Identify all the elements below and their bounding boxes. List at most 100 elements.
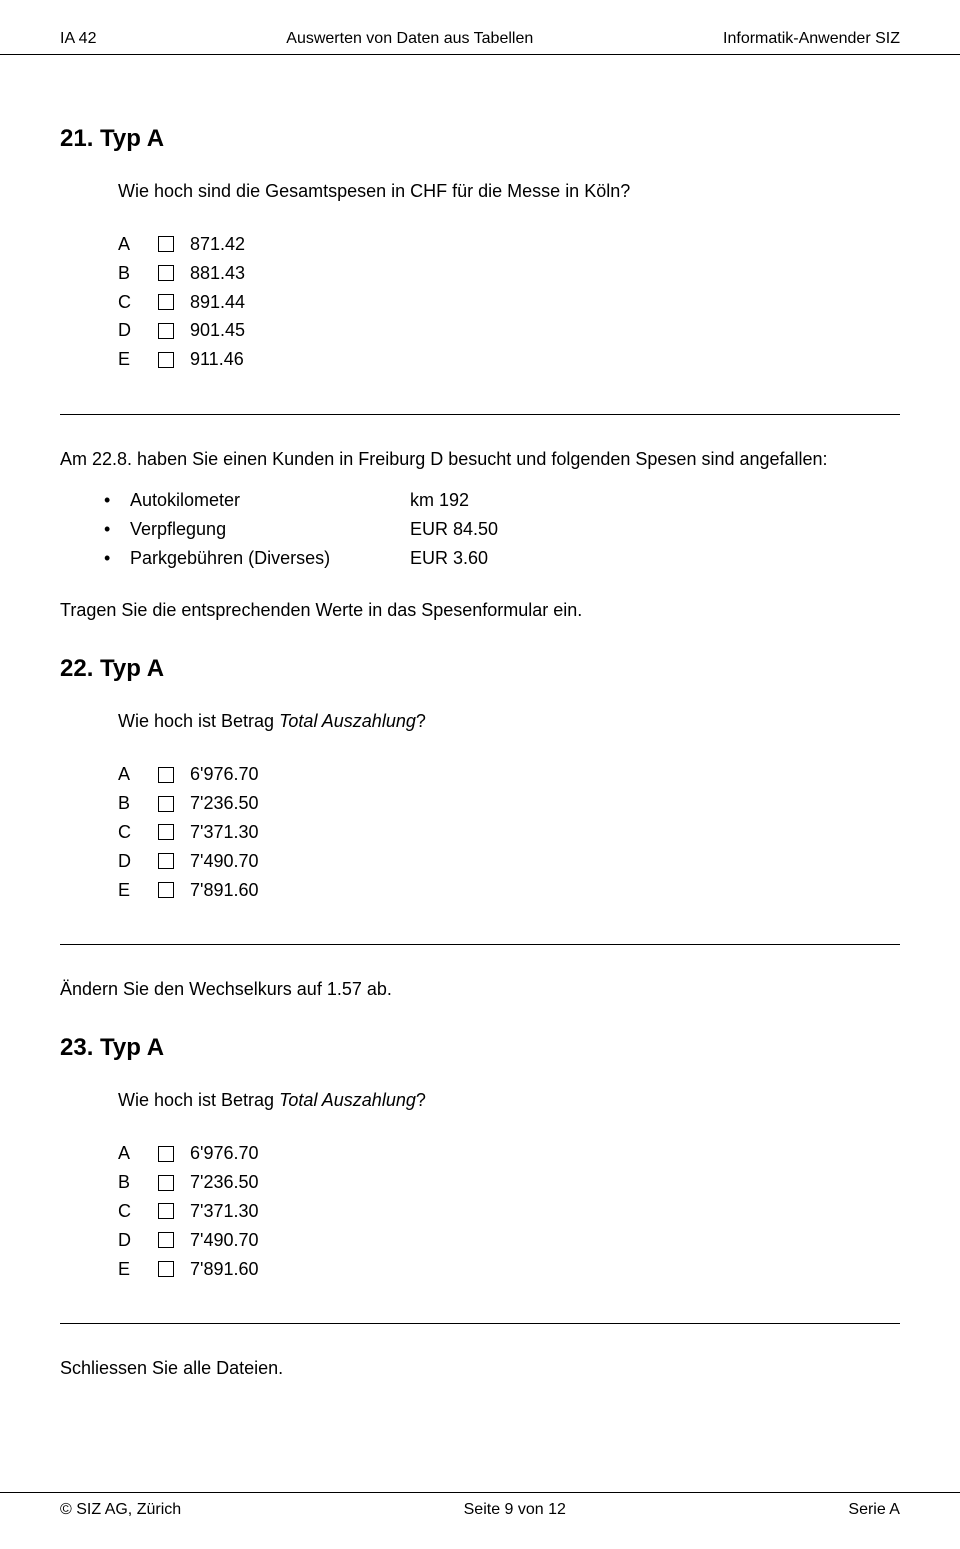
option-letter: B [118,259,158,288]
q22-text-italic: Total Auszahlung [279,711,416,731]
option-value: 7'891.60 [190,876,259,905]
option-row: B 7'236.50 [118,1168,900,1197]
option-value: 6'976.70 [190,760,259,789]
checkbox-icon[interactable] [158,1232,174,1248]
option-letter: E [118,1255,158,1284]
checkbox-icon[interactable] [158,1203,174,1219]
option-value: 7'490.70 [190,1226,259,1255]
option-value: 901.45 [190,316,245,345]
option-row: B 7'236.50 [118,789,900,818]
option-row: E 7'891.60 [118,876,900,905]
bullet-value: EUR 84.50 [410,515,498,544]
instr2-text: Ändern Sie den Wechselkurs auf 1.57 ab. [60,979,900,1000]
option-letter: C [118,818,158,847]
page-header: IA 42 Auswerten von Daten aus Tabellen I… [0,0,960,55]
footer-right: Serie A [848,1501,900,1519]
option-value: 7'371.30 [190,818,259,847]
header-center: Auswerten von Daten aus Tabellen [286,30,533,48]
instr3-text: Schliessen Sie alle Dateien. [60,1358,900,1379]
page-content: 21. Typ A Wie hoch sind die Gesamtspesen… [0,55,960,1379]
option-value: 7'236.50 [190,1168,259,1197]
header-left: IA 42 [60,30,96,48]
option-value: 7'371.30 [190,1197,259,1226]
footer-left: © SIZ AG, Zürich [60,1501,181,1519]
option-row: C 7'371.30 [118,1197,900,1226]
checkbox-icon[interactable] [158,1146,174,1162]
instr1-outro: Tragen Sie die entsprechenden Werte in d… [60,600,900,621]
checkbox-icon[interactable] [158,265,174,281]
checkbox-icon[interactable] [158,1261,174,1277]
checkbox-icon[interactable] [158,294,174,310]
option-value: 7'490.70 [190,847,259,876]
q21-text: Wie hoch sind die Gesamtspesen in CHF fü… [118,181,900,202]
option-letter: E [118,345,158,374]
section-divider [60,414,900,415]
option-letter: A [118,1139,158,1168]
q22-text-prefix: Wie hoch ist Betrag [118,711,279,731]
footer-center: Seite 9 von 12 [464,1501,566,1519]
option-row: A 6'976.70 [118,1139,900,1168]
bullet-icon: • [104,544,130,573]
option-row: E 7'891.60 [118,1255,900,1284]
option-letter: D [118,316,158,345]
bullet-value: km 192 [410,486,469,515]
option-letter: E [118,876,158,905]
q23-text-prefix: Wie hoch ist Betrag [118,1090,279,1110]
bullet-label: Autokilometer [130,486,410,515]
q22-options: A 6'976.70 B 7'236.50 C 7'371.30 D 7'490… [118,760,900,904]
q23-options: A 6'976.70 B 7'236.50 C 7'371.30 D 7'490… [118,1139,900,1283]
q23-text-italic: Total Auszahlung [279,1090,416,1110]
q21-heading: 21. Typ A [60,125,900,153]
q23-text: Wie hoch ist Betrag Total Auszahlung? [118,1090,900,1111]
option-letter: C [118,288,158,317]
option-row: D 7'490.70 [118,847,900,876]
option-letter: C [118,1197,158,1226]
checkbox-icon[interactable] [158,323,174,339]
bullet-label: Verpflegung [130,515,410,544]
header-right: Informatik-Anwender SIZ [723,30,900,48]
option-row: B 881.43 [118,259,900,288]
option-letter: B [118,1168,158,1197]
checkbox-icon[interactable] [158,882,174,898]
option-row: C 7'371.30 [118,818,900,847]
bullet-row: • Parkgebühren (Diverses) EUR 3.60 [104,544,900,573]
checkbox-icon[interactable] [158,824,174,840]
section-divider [60,1323,900,1324]
option-value: 911.46 [190,345,244,374]
option-letter: D [118,1226,158,1255]
q22-heading: 22. Typ A [60,655,900,683]
option-row: C 891.44 [118,288,900,317]
checkbox-icon[interactable] [158,236,174,252]
bullet-row: • Verpflegung EUR 84.50 [104,515,900,544]
checkbox-icon[interactable] [158,853,174,869]
q23-text-suffix: ? [416,1090,426,1110]
option-row: D 7'490.70 [118,1226,900,1255]
bullet-row: • Autokilometer km 192 [104,486,900,515]
option-row: D 901.45 [118,316,900,345]
option-letter: B [118,789,158,818]
instr1-bullets: • Autokilometer km 192 • Verpflegung EUR… [104,486,900,572]
page-footer: © SIZ AG, Zürich Seite 9 von 12 Serie A [0,1492,960,1549]
bullet-label: Parkgebühren (Diverses) [130,544,410,573]
q22-text-suffix: ? [416,711,426,731]
section-divider [60,944,900,945]
option-value: 881.43 [190,259,245,288]
checkbox-icon[interactable] [158,767,174,783]
option-row: A 6'976.70 [118,760,900,789]
option-value: 871.42 [190,230,245,259]
q23-heading: 23. Typ A [60,1034,900,1062]
q21-options: A 871.42 B 881.43 C 891.44 D 901.45 E 91… [118,230,900,374]
option-value: 7'236.50 [190,789,259,818]
option-letter: A [118,230,158,259]
option-value: 6'976.70 [190,1139,259,1168]
checkbox-icon[interactable] [158,1175,174,1191]
option-value: 891.44 [190,288,245,317]
checkbox-icon[interactable] [158,352,174,368]
checkbox-icon[interactable] [158,796,174,812]
bullet-icon: • [104,515,130,544]
option-value: 7'891.60 [190,1255,259,1284]
instr1-intro: Am 22.8. haben Sie einen Kunden in Freib… [60,449,900,470]
option-row: E 911.46 [118,345,900,374]
option-letter: A [118,760,158,789]
option-letter: D [118,847,158,876]
